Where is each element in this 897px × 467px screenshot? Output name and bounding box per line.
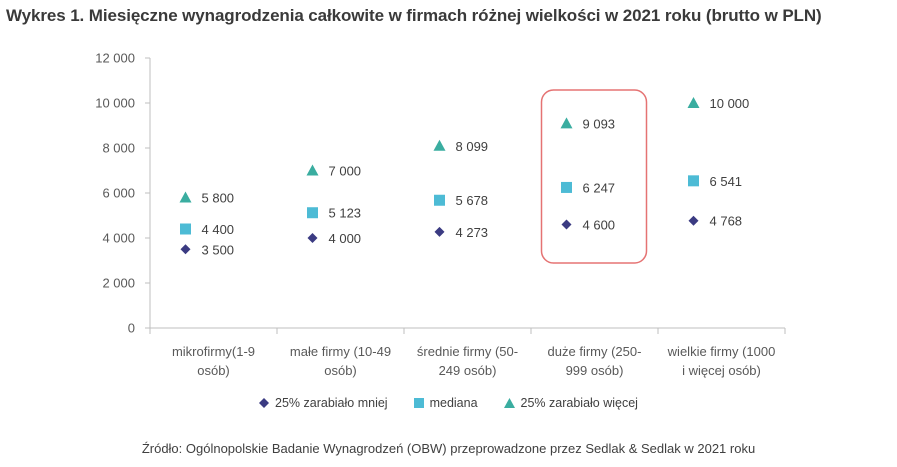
data-point-high (433, 139, 446, 151)
x-category-label: mikrofirmy(1-9 (172, 344, 255, 359)
y-tick-label: 8 000 (102, 141, 135, 156)
highlight-box (540, 89, 648, 264)
data-point-low (688, 215, 699, 226)
data-label: 9 093 (583, 116, 616, 131)
data-label: 5 800 (202, 191, 235, 206)
data-label: 8 099 (456, 139, 489, 154)
data-label: 6 541 (710, 174, 743, 189)
legend-label-high: 25% zarabiało więcej (520, 396, 638, 410)
legend-label-median: mediana (429, 396, 478, 410)
triangle-marker-icon (503, 398, 515, 408)
data-label: 3 500 (202, 242, 235, 257)
source-note: Źródło: Ogólnopolskie Badanie Wynagrodze… (141, 441, 756, 456)
data-point-high (560, 117, 573, 129)
data-point-median (561, 181, 572, 193)
y-tick-label: 12 000 (95, 51, 135, 66)
x-category-label: średnie firmy (50- (417, 344, 518, 359)
y-tick-label: 2 000 (102, 276, 135, 291)
square-marker-icon (413, 398, 424, 408)
legend-item-low: 25% zarabiało mniej (259, 396, 388, 410)
chart-legend: 25% zarabiało mniej mediana 25% zarabiał… (0, 396, 897, 410)
data-point-low (561, 219, 572, 230)
x-category-label: i więcej osób) (682, 363, 761, 378)
data-label: 4 600 (583, 218, 616, 233)
x-category-label: wielkie firmy (1000 (667, 344, 776, 359)
data-point-low (180, 244, 191, 255)
y-tick-label: 6 000 (102, 186, 135, 201)
x-category-label: 999 osób) (566, 363, 624, 378)
data-label: 4 273 (456, 225, 489, 240)
x-category-label: osób) (197, 363, 230, 378)
data-label: 6 247 (583, 180, 616, 195)
y-tick-label: 10 000 (95, 96, 135, 111)
y-tick-label: 4 000 (102, 231, 135, 246)
legend-item-median: mediana (413, 396, 478, 410)
data-point-high (306, 164, 319, 176)
data-label: 10 000 (710, 96, 750, 111)
data-label: 4 768 (710, 214, 743, 229)
x-category-label: duże firmy (250- (548, 344, 642, 359)
legend-item-high: 25% zarabiało więcej (503, 396, 638, 410)
data-point-median (307, 207, 318, 219)
chart-title: Wykres 1. Miesięczne wynagrodzenia całko… (6, 6, 822, 25)
data-point-median (180, 223, 191, 235)
data-point-high (179, 191, 192, 203)
data-point-low (434, 226, 445, 237)
data-point-low (307, 233, 318, 243)
diamond-marker-icon (259, 398, 270, 408)
data-point-median (688, 175, 699, 187)
data-label: 4 000 (329, 231, 362, 246)
data-point-median (434, 194, 445, 206)
x-category-label: 249 osób) (439, 363, 497, 378)
legend-label-low: 25% zarabiało mniej (275, 396, 388, 410)
data-label: 5 678 (456, 193, 489, 208)
data-label: 5 123 (329, 206, 362, 221)
data-point-high (687, 97, 700, 108)
x-category-label: małe firmy (10-49 (290, 344, 391, 359)
data-label: 7 000 (329, 164, 362, 179)
x-category-label: osób) (324, 363, 357, 378)
data-label: 4 400 (202, 222, 235, 237)
y-tick-label: 0 (128, 321, 135, 336)
